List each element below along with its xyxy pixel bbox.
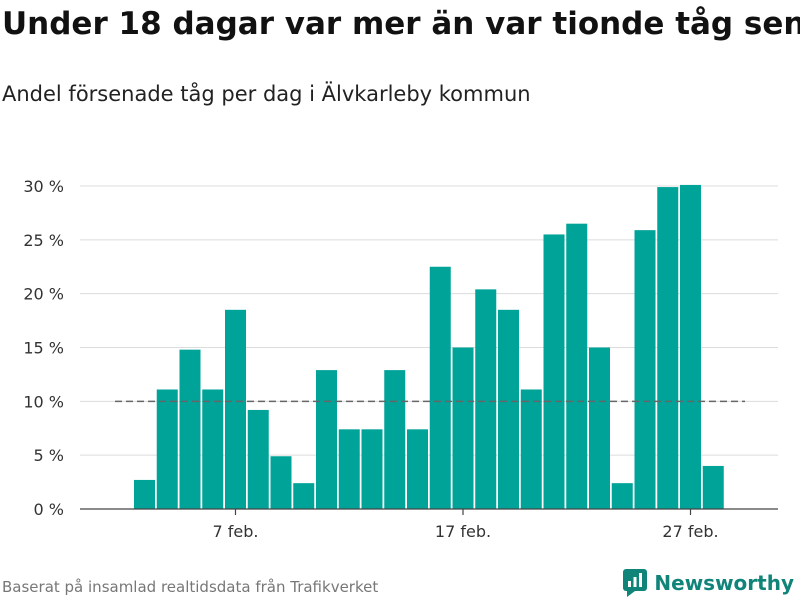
x-tick-label: 17 feb.	[435, 522, 491, 541]
y-tick-label: 30 %	[23, 177, 64, 196]
bar	[702, 465, 724, 509]
y-tick-label: 15 %	[23, 339, 64, 358]
bar	[316, 370, 337, 509]
source-note: Baserat på insamlad realtidsdata från Tr…	[2, 578, 379, 596]
bar	[657, 187, 679, 509]
bar	[384, 370, 406, 509]
bar	[543, 234, 565, 509]
y-tick-label: 0 %	[34, 500, 64, 519]
bar	[293, 483, 315, 509]
bar	[680, 184, 701, 509]
bar	[589, 347, 610, 509]
chart-title: Under 18 dagar var mer än var tionde tåg…	[2, 6, 800, 42]
bar	[225, 309, 246, 509]
y-tick-label: 5 %	[34, 446, 64, 465]
bar	[475, 289, 497, 509]
bar	[156, 389, 178, 509]
x-tick-label: 7 feb.	[213, 522, 259, 541]
bar	[452, 347, 474, 509]
bar	[247, 409, 269, 509]
bar	[498, 309, 519, 509]
bar	[179, 349, 201, 509]
y-tick-label: 20 %	[23, 285, 64, 304]
bar	[338, 429, 360, 509]
y-tick-label: 25 %	[23, 231, 64, 250]
bar	[429, 266, 451, 509]
bar	[134, 479, 155, 509]
bar	[361, 429, 383, 509]
brand-name: Newsworthy	[654, 571, 794, 595]
bar	[566, 223, 588, 509]
bar	[611, 483, 633, 509]
x-tick-label: 27 feb.	[662, 522, 718, 541]
bar	[270, 456, 292, 509]
bar	[407, 429, 428, 509]
y-tick-label: 10 %	[23, 392, 64, 411]
bar	[202, 389, 224, 509]
bar	[520, 389, 542, 509]
chart-subtitle: Andel försenade tåg per dag i Älvkarleby…	[2, 82, 531, 106]
brand-logo: Newsworthy	[623, 568, 794, 598]
newsworthy-logo-icon	[623, 569, 648, 597]
bar	[634, 230, 656, 510]
